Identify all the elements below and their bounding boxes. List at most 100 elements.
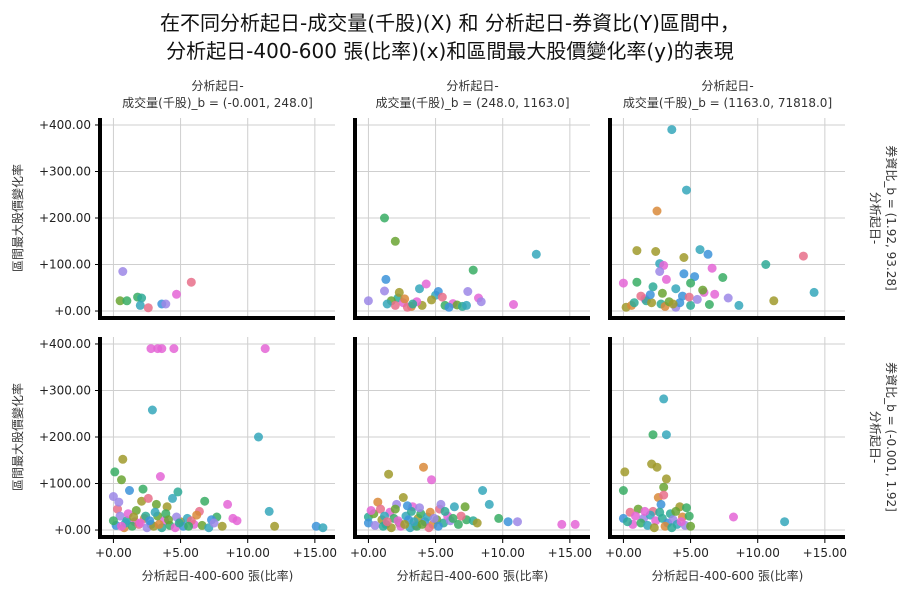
data-point: [402, 501, 412, 511]
data-point: [513, 517, 522, 527]
data-point: [671, 506, 681, 516]
data-point: [448, 513, 458, 523]
data-point: [143, 493, 153, 503]
data-point: [186, 277, 196, 287]
data-point: [667, 523, 677, 533]
data-point: [137, 293, 147, 303]
data-point: [429, 513, 439, 523]
data-point: [168, 493, 177, 503]
data-point: [809, 287, 819, 297]
x-tick-label: +5.00: [672, 546, 709, 560]
data-point: [671, 284, 681, 294]
data-point: [400, 519, 410, 529]
x-tick-label: +15.00: [803, 546, 847, 560]
data-point: [135, 518, 145, 528]
data-point: [370, 520, 380, 530]
x-tick-label: +0.00: [350, 546, 387, 560]
data-point: [260, 344, 270, 354]
data-point: [363, 296, 373, 306]
data-point: [108, 516, 118, 526]
x-tick-label: +10.00: [736, 546, 780, 560]
data-point: [135, 300, 145, 310]
points-r1-c1: [363, 462, 580, 533]
data-point: [380, 213, 389, 223]
x-tick-label: +10.00: [226, 546, 270, 560]
x-tick-label: +5.00: [162, 546, 199, 560]
data-point: [476, 297, 486, 307]
y-tick-label: +200.00: [39, 430, 91, 444]
data-point: [115, 511, 125, 521]
column-title: 分析起日-: [446, 79, 498, 93]
facet-panel-r1-c1: +0.00 +5.00 +10.00 +15.00 分析起日-400-600 張(比率): [350, 337, 592, 583]
data-point: [686, 300, 696, 310]
data-point: [649, 523, 659, 533]
data-point: [631, 511, 640, 521]
y-tick-label: +0.00: [54, 523, 91, 537]
column-title: 成交量(千股)_b = (248.0, 1163.0]: [376, 95, 570, 110]
data-point: [698, 285, 708, 295]
data-point: [417, 519, 427, 529]
y-tick-label: +200.00: [39, 211, 91, 225]
data-point: [169, 344, 179, 354]
column-title: 分析起日-: [191, 79, 243, 93]
data-point: [707, 263, 717, 273]
data-point: [503, 517, 513, 527]
x-tick-label: +15.00: [548, 546, 592, 560]
data-point: [679, 253, 689, 262]
data-point: [659, 490, 669, 500]
data-point: [200, 496, 210, 506]
data-point: [421, 279, 431, 289]
data-point: [118, 454, 128, 464]
x-tick-label: +0.00: [605, 546, 642, 560]
data-point: [570, 519, 580, 529]
data-point: [174, 518, 184, 528]
x-tick-label: +0.00: [95, 546, 132, 560]
points-r0-c0: [115, 267, 196, 313]
data-point: [366, 506, 376, 515]
data-point: [122, 296, 132, 306]
data-point: [398, 493, 408, 502]
data-point: [390, 300, 400, 310]
data-point: [456, 511, 466, 521]
facet-grid: +0.00 +100.00 +200.00 +300.00 +400.00 區間最大股價變…: [10, 79, 899, 583]
data-point: [154, 519, 164, 529]
data-point: [114, 497, 124, 507]
data-point: [632, 246, 642, 256]
data-point: [668, 299, 678, 309]
row-title: 券資比_b = (-0.001, 1.92]: [884, 362, 899, 512]
data-point: [390, 504, 400, 514]
data-point: [468, 265, 478, 275]
data-point: [161, 299, 171, 309]
data-point: [679, 269, 689, 279]
data-point: [415, 284, 424, 294]
facet-panel-r1-c0: +0.00 +100.00 +200.00 +300.00 +400.00 區間最大股價變…: [10, 337, 337, 583]
data-point: [155, 472, 165, 481]
data-point: [632, 277, 642, 287]
data-point: [661, 274, 671, 284]
data-point: [436, 499, 446, 509]
data-point: [660, 521, 670, 531]
x-axis-label: 分析起日-400-600 張(比率): [397, 568, 549, 583]
data-point: [723, 293, 733, 303]
data-point: [453, 519, 463, 529]
data-point: [704, 300, 714, 309]
data-point: [382, 517, 392, 527]
data-point: [110, 467, 120, 477]
data-point: [648, 282, 658, 292]
data-point: [509, 300, 518, 309]
data-point: [145, 516, 155, 526]
row-title: 分析起日-: [868, 192, 882, 244]
data-point: [118, 267, 128, 276]
data-point: [427, 295, 436, 305]
data-point: [618, 486, 628, 495]
data-point: [682, 503, 691, 513]
data-point: [164, 515, 173, 525]
data-point: [703, 249, 713, 259]
data-point: [433, 521, 443, 531]
data-point: [117, 475, 126, 485]
data-point: [444, 302, 454, 312]
data-point: [761, 260, 771, 269]
data-point: [184, 521, 194, 531]
data-point: [652, 462, 662, 472]
data-point: [138, 484, 148, 494]
